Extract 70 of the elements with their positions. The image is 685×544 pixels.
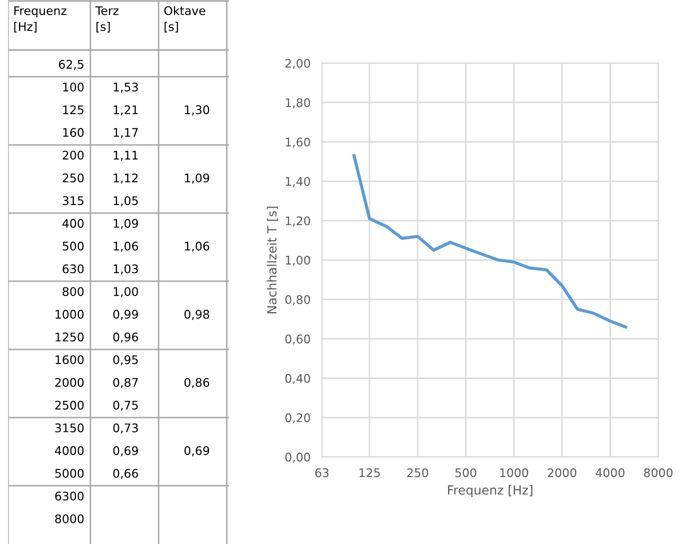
x-tick-label: 2000 — [548, 468, 576, 478]
category-label: 800 — [62, 287, 84, 296]
category-label: 1000 — [56, 310, 84, 319]
text: Terz [s] — [95, 6, 118, 32]
data-label: 1,06 — [184, 242, 210, 252]
data-label: 1,17 — [114, 128, 138, 138]
data-label: 1,05 — [114, 196, 138, 206]
y-tick-label: 1,60 — [286, 138, 310, 148]
data-label: 0,95 — [113, 355, 138, 366]
y-tick-label: 0,80 — [285, 295, 310, 306]
y-tick-label: 1,00 — [286, 256, 310, 266]
y-tick-label: 0,20 — [285, 413, 310, 424]
category-label: 1600 — [56, 355, 84, 364]
category-label: 8000 — [55, 514, 84, 524]
category-label: 1250 — [56, 332, 84, 342]
data-label: 0,75 — [113, 400, 138, 411]
data-label: 0,69 — [184, 446, 210, 456]
data-label: 1,00 — [114, 287, 138, 298]
data-label: 1,09 — [184, 173, 210, 184]
category-label: 630 — [62, 264, 84, 274]
y-axis-title: Nachhallzeit T [s] — [266, 206, 278, 314]
category-label: 125 — [63, 105, 84, 114]
data-label: 0,98 — [184, 310, 210, 320]
data-label: 1,11 — [114, 150, 138, 161]
y-tick-label: 2,00 — [285, 58, 310, 69]
x-tick-label: 500 — [455, 468, 476, 478]
category-label: 62,5 — [58, 60, 84, 70]
x-tick-label: 4000 — [596, 468, 624, 478]
data-label: 1,12 — [114, 173, 138, 184]
data-label: 0,99 — [113, 310, 138, 320]
category-label: 4000 — [54, 446, 84, 456]
category-label: 500 — [62, 242, 84, 251]
data-label: 1,09 — [114, 218, 138, 230]
x-tick-label: 250 — [407, 468, 428, 478]
y-tick-label: 0,40 — [285, 374, 310, 384]
x-tick-label: 63 — [315, 468, 329, 478]
data-label: 0,69 — [113, 446, 138, 456]
category-label: 5000 — [55, 468, 84, 478]
category-label: 100 — [63, 82, 84, 92]
data-label: 0,96 — [113, 332, 138, 343]
x-tick-label: 125 — [360, 468, 380, 478]
y-tick-label: 0,00 — [285, 452, 310, 463]
data-label: 0,73 — [113, 423, 138, 434]
x-tick-label: 8000 — [644, 468, 673, 478]
line-series — [352, 154, 628, 329]
category-label: 315 — [62, 196, 84, 206]
x-axis-title: Frequenz [Hz] — [448, 485, 532, 498]
text: Oktave [s] — [164, 6, 206, 32]
category-label: 200 — [62, 150, 84, 160]
x-tick-label: 1000 — [500, 468, 528, 478]
data-label: 1,03 — [114, 264, 138, 274]
category-label: 250 — [62, 173, 84, 182]
y-tick-label: 1,20 — [286, 216, 310, 227]
category-label: 400 — [62, 218, 84, 228]
text: Frequenz [Hz] — [14, 6, 66, 32]
y-tick-label: 1,40 — [286, 176, 310, 188]
category-label: 2000 — [55, 378, 84, 387]
category-label: 160 — [63, 128, 84, 137]
data-label: 1,30 — [184, 105, 210, 116]
y-tick-label: 0,60 — [285, 334, 310, 345]
category-label: 3150 — [55, 423, 84, 432]
data-label: 1,06 — [114, 242, 138, 252]
data-label: 0,87 — [113, 378, 138, 388]
category-label: 6300 — [55, 492, 84, 501]
data-label: 1,53 — [114, 82, 138, 93]
data-label: 0,66 — [113, 468, 138, 480]
category-label: 2500 — [55, 400, 84, 410]
data-label: 0,86 — [184, 378, 210, 388]
data-label: 1,21 — [114, 105, 138, 116]
y-tick-label: 1,80 — [286, 98, 310, 108]
